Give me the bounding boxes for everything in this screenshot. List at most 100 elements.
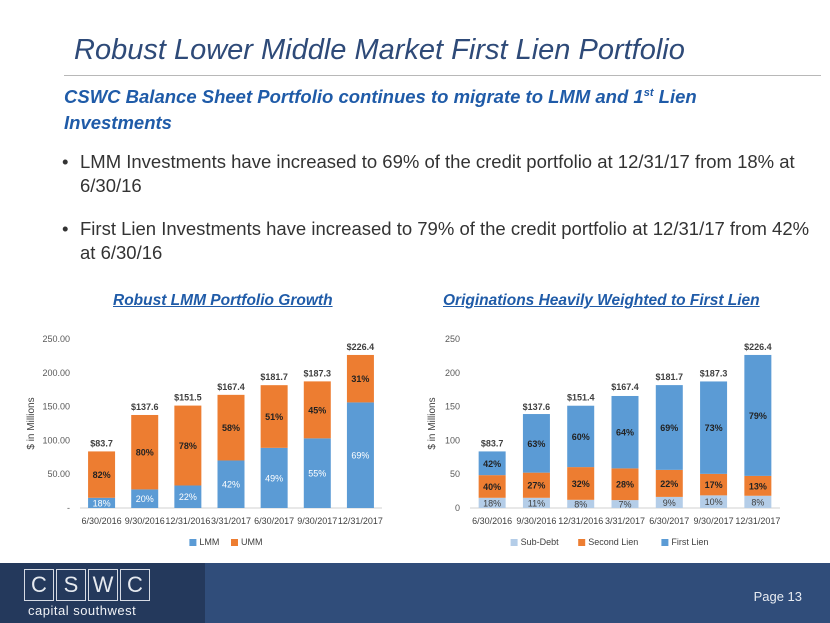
percent-label: 79%	[749, 411, 767, 421]
percent-label: 22%	[179, 492, 197, 502]
percent-label: 10%	[705, 497, 723, 507]
originations-chart: 0 50 100 150 200 250 $ in Millions 18% 40% 42% $83…	[427, 334, 780, 547]
bar-segment-sub-debt	[655, 496, 683, 508]
percent-label: 40%	[483, 482, 501, 492]
total-label: $181.7	[260, 372, 288, 382]
bar-segment-sub-debt	[478, 497, 506, 508]
bar-segment-second-lien	[744, 475, 772, 496]
chart-title-lmm: Robust LMM Portfolio Growth	[113, 292, 333, 309]
subtitle-superscript: st	[643, 87, 654, 99]
bar-segment-lmm	[217, 460, 245, 508]
percent-label: 45%	[308, 405, 326, 415]
y-tick-label: 50.00	[47, 469, 70, 479]
percent-label: 58%	[222, 423, 240, 433]
bar-segment-first-lien	[567, 405, 595, 468]
x-tick-label: 12/31/2017	[735, 516, 780, 526]
bullet-list: LMM Investments have increased to 69% of…	[60, 150, 820, 284]
total-label: $187.3	[700, 368, 728, 378]
percent-label: 51%	[265, 412, 283, 422]
bar-segment-lmm	[174, 485, 202, 508]
legend-swatch	[510, 539, 518, 546]
bar-segment-umm	[131, 414, 159, 490]
percent-label: 69%	[351, 451, 369, 461]
bar-segment-second-lien	[655, 469, 683, 497]
percent-label: 8%	[751, 497, 764, 507]
total-label: $181.7	[656, 372, 684, 382]
bar-segment-sub-debt	[567, 499, 595, 508]
percent-label: 7%	[618, 500, 631, 510]
percent-label: 63%	[527, 439, 545, 449]
percent-label: 69%	[660, 423, 678, 433]
percent-label: 13%	[749, 481, 767, 491]
bar-segment-second-lien	[522, 472, 550, 498]
y-axis-label: $ in Millions	[26, 397, 37, 449]
y-tick-label: 100	[445, 435, 460, 445]
total-label: $137.6	[131, 402, 159, 412]
bar-segment-second-lien	[567, 467, 595, 500]
x-tick-label: 6/30/2017	[254, 516, 294, 526]
percent-label: 27%	[527, 481, 545, 491]
logo-wordmark: capital southwest	[28, 603, 137, 618]
total-label: $151.5	[174, 393, 202, 403]
y-tick-label: 200	[445, 368, 460, 378]
bar-segment-first-lien	[744, 354, 772, 476]
y-tick-label: -	[67, 503, 70, 513]
total-label: $167.4	[217, 382, 245, 392]
legend-swatch	[578, 539, 586, 546]
percent-label: 18%	[93, 498, 111, 508]
percent-label: 22%	[660, 479, 678, 489]
percent-label: 60%	[572, 432, 590, 442]
total-label: $167.4	[611, 382, 639, 392]
logo-letter: S	[56, 569, 86, 601]
legend-label: First Lien	[671, 537, 708, 547]
total-label: $226.4	[744, 342, 772, 352]
percent-label: 8%	[574, 499, 587, 509]
legend-label: UMM	[241, 537, 263, 547]
percent-label: 31%	[351, 374, 369, 384]
chart-title-originations: Originations Heavily Weighted to First L…	[443, 292, 760, 309]
x-tick-label: 9/30/2016	[516, 516, 556, 526]
legend-swatch	[189, 539, 197, 546]
bar-segment-lmm	[346, 402, 374, 508]
percent-label: 18%	[483, 498, 501, 508]
slide-title: Robust Lower Middle Market First Lien Po…	[74, 34, 685, 66]
total-label: $187.3	[304, 368, 332, 378]
legend-swatch	[231, 539, 238, 546]
x-tick-label: 9/30/2017	[694, 516, 734, 526]
y-axis-label: $ in Millions	[427, 397, 438, 449]
percent-label: 64%	[616, 428, 634, 438]
logo-letter: C	[120, 569, 150, 601]
bar-segment-lmm	[260, 447, 288, 508]
x-tick-label: 12/31/2017	[338, 516, 383, 526]
total-label: $137.6	[523, 402, 551, 412]
bullet-item: LMM Investments have increased to 69% of…	[60, 150, 820, 198]
percent-label: 17%	[705, 480, 723, 490]
bar-segment-umm	[88, 451, 116, 498]
x-tick-label: 3/31/2017	[211, 516, 251, 526]
percent-label: 11%	[528, 498, 545, 508]
percent-label: 55%	[308, 469, 326, 479]
y-tick-label: 100.00	[42, 435, 70, 445]
percent-label: 80%	[136, 448, 154, 458]
subtitle-text: CSWC Balance Sheet Portfolio continues t…	[64, 86, 644, 108]
bar-segment-umm	[346, 354, 374, 403]
lmm-growth-chart: - 50.00 100.00 150.00 200.00 250.00 $ in Milli…	[26, 334, 383, 547]
bar-segment-first-lien	[655, 385, 683, 470]
bar-segment-first-lien	[478, 451, 506, 476]
bar-segment-umm	[174, 405, 202, 486]
y-tick-label: 150	[445, 402, 460, 412]
y-tick-label: 50	[450, 469, 460, 479]
y-tick-label: 250	[445, 334, 460, 344]
percent-label: 28%	[616, 480, 634, 490]
bar-segment-sub-debt	[611, 500, 639, 508]
x-tick-label: 12/31/2016	[165, 516, 210, 526]
bar-segment-first-lien	[522, 414, 550, 473]
cswc-logo: C S W C	[24, 569, 152, 601]
legend-swatch	[661, 539, 669, 546]
x-tick-label: 9/30/2017	[297, 516, 337, 526]
percent-label: 9%	[663, 498, 676, 508]
y-tick-label: 0	[455, 503, 460, 513]
x-tick-label: 12/31/2016	[558, 516, 603, 526]
bar-segment-umm	[303, 381, 331, 439]
percent-label: 42%	[483, 459, 501, 469]
